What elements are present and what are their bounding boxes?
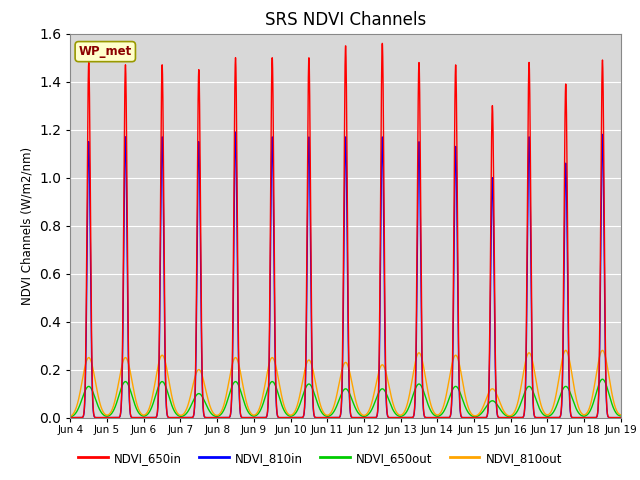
NDVI_650in [378, 40, 386, 46]
NDVI_810in [564, 265, 572, 271]
Y-axis label: NDVI Channels (W/m2/nm): NDVI Channels (W/m2/nm) [20, 146, 34, 305]
NDVI_650in [132, 415, 140, 420]
NDVI_650out [617, 413, 625, 419]
NDVI_650out [132, 405, 140, 411]
NDVI_650in [617, 415, 625, 420]
NDVI_650out [598, 376, 606, 382]
NDVI_650out [563, 384, 571, 390]
NDVI_650in [277, 415, 285, 420]
Line: NDVI_650in: NDVI_650in [70, 43, 621, 418]
NDVI_810in [232, 129, 239, 135]
NDVI_650out [566, 389, 573, 395]
Title: SRS NDVI Channels: SRS NDVI Channels [265, 11, 426, 29]
NDVI_650in [588, 415, 596, 420]
NDVI_810out [617, 412, 625, 418]
NDVI_650in [564, 218, 572, 224]
Line: NDVI_810in: NDVI_810in [70, 132, 621, 418]
NDVI_810in [132, 415, 140, 420]
NDVI_810out [132, 399, 140, 405]
NDVI_650out [67, 414, 74, 420]
NDVI_810out [277, 391, 285, 396]
NDVI_810out [67, 413, 74, 419]
NDVI_650out [277, 400, 285, 406]
NDVI_810out [588, 397, 595, 403]
NDVI_810out [566, 360, 573, 365]
NDVI_810out [598, 348, 606, 353]
NDVI_810in [617, 415, 625, 420]
Text: WP_met: WP_met [79, 45, 132, 58]
NDVI_810in [278, 415, 285, 420]
NDVI_810in [411, 402, 419, 408]
NDVI_650out [588, 405, 595, 410]
NDVI_650out [411, 387, 419, 393]
NDVI_650in [566, 403, 574, 408]
NDVI_650in [67, 415, 74, 420]
Line: NDVI_810out: NDVI_810out [70, 350, 621, 416]
Line: NDVI_650out: NDVI_650out [70, 379, 621, 417]
NDVI_810out [563, 349, 571, 355]
NDVI_810out [411, 362, 419, 368]
NDVI_810in [588, 415, 596, 420]
Legend: NDVI_650in, NDVI_810in, NDVI_650out, NDVI_810out: NDVI_650in, NDVI_810in, NDVI_650out, NDV… [74, 447, 566, 469]
NDVI_810in [67, 415, 74, 420]
NDVI_810in [566, 406, 574, 411]
NDVI_650in [411, 398, 419, 404]
